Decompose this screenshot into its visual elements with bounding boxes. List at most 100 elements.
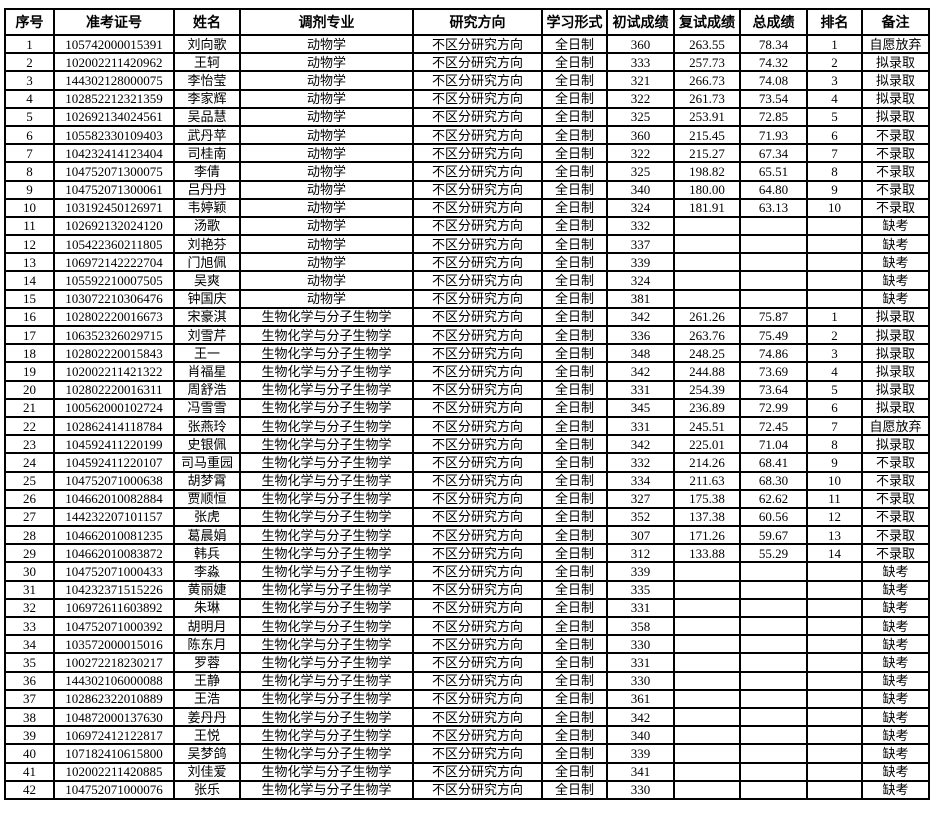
cell-total-score <box>739 615 808 637</box>
cell-major: 生物化学与分子生物学 <box>239 634 414 655</box>
cell-seq: 9 <box>4 179 55 200</box>
cell-name: 司马重园 <box>173 452 241 473</box>
cell-rank: 3 <box>806 343 863 364</box>
cell-retest-score: 225.01 <box>673 434 741 455</box>
cell-prelim-score: 330 <box>606 634 675 655</box>
cell-major: 动物学 <box>239 270 414 291</box>
cell-retest-score: 248.25 <box>673 343 741 364</box>
cell-prelim-score: 332 <box>606 452 675 473</box>
cell-seq: 2 <box>4 52 55 73</box>
cell-retest-score <box>673 706 741 728</box>
cell-remark: 拟录取 <box>861 397 930 418</box>
cell-retest-score: 244.88 <box>673 361 741 382</box>
cell-name: 周舒浩 <box>173 379 241 400</box>
cell-name: 史银佩 <box>173 434 241 455</box>
cell-remark: 缺考 <box>861 252 930 273</box>
table-row: 16 102802220016673 宋豪淇 生物化学与分子生物学 不区分研究方向 全日制… <box>4 306 930 328</box>
cell-prelim-score: 334 <box>606 470 675 491</box>
cell-exam-id: 104752071000392 <box>53 615 175 637</box>
cell-research-direction: 不区分研究方向 <box>412 288 543 309</box>
header-research-direction: 研究方向 <box>412 8 543 36</box>
cell-exam-id: 106972142222704 <box>53 252 175 273</box>
cell-study-mode: 全日制 <box>541 143 608 164</box>
cell-total-score: 59.67 <box>739 525 808 546</box>
table-row: 10 103192450126971 韦婷颖 动物学 不区分研究方向 全日制 324 181.… <box>4 197 930 218</box>
cell-remark: 不录取 <box>861 488 930 509</box>
cell-study-mode: 全日制 <box>541 215 608 237</box>
cell-exam-id: 102692132024120 <box>53 215 175 237</box>
cell-study-mode: 全日制 <box>541 670 608 691</box>
table-row: 5 102692134024561 吴品慧 动物学 不区分研究方向 全日制 325 253.9… <box>4 106 930 127</box>
cell-name: 李家辉 <box>173 88 241 109</box>
cell-rank: 5 <box>806 106 863 127</box>
cell-exam-id: 144232207101157 <box>53 506 175 528</box>
table-row: 18 102802220015843 王一 生物化学与分子生物学 不区分研究方向 全日制 3… <box>4 343 930 364</box>
cell-exam-id: 104662010083872 <box>53 543 175 564</box>
cell-seq: 12 <box>4 234 55 255</box>
cell-study-mode: 全日制 <box>541 779 608 800</box>
cell-retest-score <box>673 743 741 764</box>
cell-total-score <box>739 743 808 764</box>
cell-remark: 缺考 <box>861 688 930 709</box>
cell-exam-id: 104872000137630 <box>53 706 175 728</box>
cell-remark: 缺考 <box>861 725 930 746</box>
cell-prelim-score: 331 <box>606 652 675 673</box>
cell-name: 张燕玲 <box>173 415 241 437</box>
cell-major: 动物学 <box>239 70 414 91</box>
cell-prelim-score: 352 <box>606 506 675 528</box>
table-row: 22 102862414118784 张燕玲 生物化学与分子生物学 不区分研究方向 全日制… <box>4 415 930 437</box>
table-row: 20 102802220016311 周舒浩 生物化学与分子生物学 不区分研究方向 全日制… <box>4 379 930 400</box>
cell-exam-id: 102802220016311 <box>53 379 175 400</box>
table-row: 23 104592411220199 史银佩 生物化学与分子生物学 不区分研究方向 全日制… <box>4 434 930 455</box>
cell-major: 动物学 <box>239 197 414 218</box>
cell-rank: 13 <box>806 525 863 546</box>
table-row: 11 102692132024120 汤歌 动物学 不区分研究方向 全日制 332 缺考 <box>4 215 930 237</box>
cell-study-mode: 全日制 <box>541 397 608 418</box>
cell-prelim-score: 381 <box>606 288 675 309</box>
table-row: 14 105592210007505 吴爽 动物学 不区分研究方向 全日制 324 缺考 <box>4 270 930 291</box>
cell-remark: 缺考 <box>861 215 930 237</box>
header-retest-score: 复试成绩 <box>673 8 741 36</box>
cell-major: 动物学 <box>239 33 414 55</box>
cell-research-direction: 不区分研究方向 <box>412 379 543 400</box>
cell-prelim-score: 360 <box>606 33 675 55</box>
cell-prelim-score: 358 <box>606 615 675 637</box>
cell-name: 葛晨娟 <box>173 525 241 546</box>
cell-study-mode: 全日制 <box>541 52 608 73</box>
cell-study-mode: 全日制 <box>541 652 608 673</box>
cell-retest-score <box>673 288 741 309</box>
cell-exam-id: 102862414118784 <box>53 415 175 437</box>
cell-study-mode: 全日制 <box>541 88 608 109</box>
cell-seq: 32 <box>4 597 55 619</box>
cell-rank <box>806 579 863 600</box>
cell-exam-id: 102002211420885 <box>53 761 175 782</box>
cell-name: 韦婷颖 <box>173 197 241 218</box>
cell-total-score: 63.13 <box>739 197 808 218</box>
cell-exam-id: 104662010082884 <box>53 488 175 509</box>
cell-seq: 5 <box>4 106 55 127</box>
cell-study-mode: 全日制 <box>541 761 608 782</box>
cell-major: 生物化学与分子生物学 <box>239 725 414 746</box>
cell-study-mode: 全日制 <box>541 725 608 746</box>
cell-name: 王轲 <box>173 52 241 73</box>
cell-seq: 39 <box>4 725 55 746</box>
cell-remark: 缺考 <box>861 234 930 255</box>
cell-total-score: 72.99 <box>739 397 808 418</box>
cell-total-score <box>739 688 808 709</box>
cell-total-score <box>739 706 808 728</box>
cell-exam-id: 107182410615800 <box>53 743 175 764</box>
cell-name: 陈东月 <box>173 634 241 655</box>
cell-study-mode: 全日制 <box>541 543 608 564</box>
cell-research-direction: 不区分研究方向 <box>412 397 543 418</box>
cell-seq: 35 <box>4 652 55 673</box>
cell-name: 武丹苹 <box>173 124 241 146</box>
cell-research-direction: 不区分研究方向 <box>412 161 543 182</box>
cell-prelim-score: 330 <box>606 779 675 800</box>
cell-prelim-score: 336 <box>606 324 675 346</box>
cell-total-score: 73.64 <box>739 379 808 400</box>
cell-prelim-score: 337 <box>606 234 675 255</box>
cell-remark: 拟录取 <box>861 343 930 364</box>
cell-retest-score: 263.76 <box>673 324 741 346</box>
cell-retest-score: 175.38 <box>673 488 741 509</box>
cell-seq: 14 <box>4 270 55 291</box>
